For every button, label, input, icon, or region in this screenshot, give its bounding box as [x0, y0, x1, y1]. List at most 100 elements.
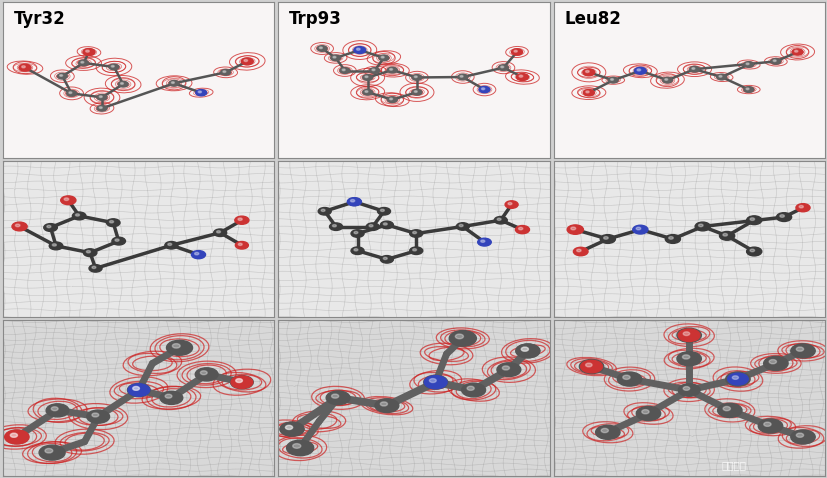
Circle shape [39, 445, 65, 460]
Circle shape [380, 209, 384, 211]
Circle shape [235, 216, 249, 224]
Circle shape [379, 55, 389, 61]
Circle shape [477, 238, 490, 246]
Circle shape [746, 247, 761, 256]
Circle shape [479, 87, 490, 93]
Circle shape [286, 440, 313, 456]
Circle shape [622, 375, 629, 380]
Circle shape [198, 91, 201, 93]
Circle shape [749, 249, 753, 252]
Circle shape [92, 266, 96, 269]
Circle shape [595, 425, 619, 439]
Circle shape [168, 243, 171, 245]
Circle shape [664, 78, 667, 80]
Circle shape [494, 217, 507, 224]
Circle shape [383, 257, 387, 260]
Text: 图灵基因: 图灵基因 [721, 460, 746, 470]
Circle shape [115, 239, 119, 241]
Circle shape [292, 444, 300, 448]
Circle shape [677, 384, 699, 396]
Circle shape [676, 328, 700, 342]
Circle shape [608, 77, 618, 83]
Circle shape [796, 347, 803, 351]
Circle shape [118, 81, 128, 87]
Circle shape [387, 67, 397, 73]
Circle shape [200, 371, 207, 375]
Circle shape [795, 204, 809, 212]
Circle shape [380, 402, 387, 406]
Circle shape [514, 50, 517, 52]
Circle shape [5, 430, 29, 444]
Circle shape [353, 47, 366, 54]
Circle shape [459, 224, 462, 227]
Circle shape [52, 244, 56, 246]
Circle shape [353, 231, 357, 234]
Circle shape [521, 347, 528, 351]
Circle shape [340, 68, 349, 73]
Circle shape [641, 410, 648, 414]
Circle shape [347, 198, 361, 206]
Circle shape [511, 49, 522, 55]
Circle shape [582, 69, 594, 76]
Circle shape [743, 62, 753, 67]
Circle shape [461, 383, 485, 397]
Circle shape [466, 386, 474, 391]
Circle shape [798, 206, 802, 208]
Circle shape [585, 363, 591, 367]
Circle shape [97, 106, 107, 111]
Circle shape [790, 430, 815, 444]
Circle shape [10, 433, 17, 437]
Circle shape [86, 250, 90, 253]
Circle shape [331, 55, 340, 61]
Circle shape [718, 76, 721, 77]
Circle shape [516, 74, 528, 80]
Circle shape [762, 357, 787, 370]
Circle shape [676, 352, 700, 366]
Circle shape [350, 199, 354, 202]
Circle shape [600, 428, 608, 433]
Circle shape [191, 250, 205, 259]
Circle shape [580, 360, 602, 373]
Circle shape [745, 88, 748, 90]
Circle shape [768, 359, 776, 364]
Circle shape [356, 49, 360, 50]
Circle shape [498, 65, 508, 70]
Circle shape [412, 75, 421, 80]
Circle shape [160, 391, 183, 404]
Circle shape [409, 230, 423, 237]
Circle shape [244, 59, 247, 62]
Circle shape [375, 399, 399, 413]
Circle shape [165, 241, 178, 249]
Circle shape [584, 363, 591, 367]
Circle shape [668, 237, 672, 239]
Circle shape [329, 223, 342, 230]
Circle shape [716, 74, 725, 80]
Circle shape [353, 249, 357, 251]
Circle shape [285, 425, 292, 430]
Circle shape [677, 329, 699, 341]
Circle shape [586, 91, 588, 93]
Circle shape [412, 89, 421, 95]
Circle shape [64, 198, 69, 200]
Circle shape [22, 66, 26, 68]
Circle shape [635, 406, 660, 421]
Circle shape [794, 50, 797, 52]
Circle shape [241, 58, 253, 65]
Circle shape [97, 95, 107, 100]
Circle shape [383, 223, 387, 225]
Circle shape [776, 213, 791, 221]
Circle shape [89, 265, 102, 272]
Circle shape [351, 247, 364, 254]
Circle shape [779, 215, 783, 217]
Circle shape [731, 376, 738, 380]
Circle shape [236, 379, 242, 382]
Circle shape [515, 344, 539, 358]
Circle shape [6, 430, 28, 444]
Circle shape [722, 406, 729, 411]
Circle shape [351, 200, 354, 202]
Circle shape [603, 237, 608, 239]
Circle shape [217, 231, 220, 233]
Circle shape [132, 387, 139, 391]
Circle shape [366, 223, 379, 230]
Circle shape [46, 404, 69, 417]
